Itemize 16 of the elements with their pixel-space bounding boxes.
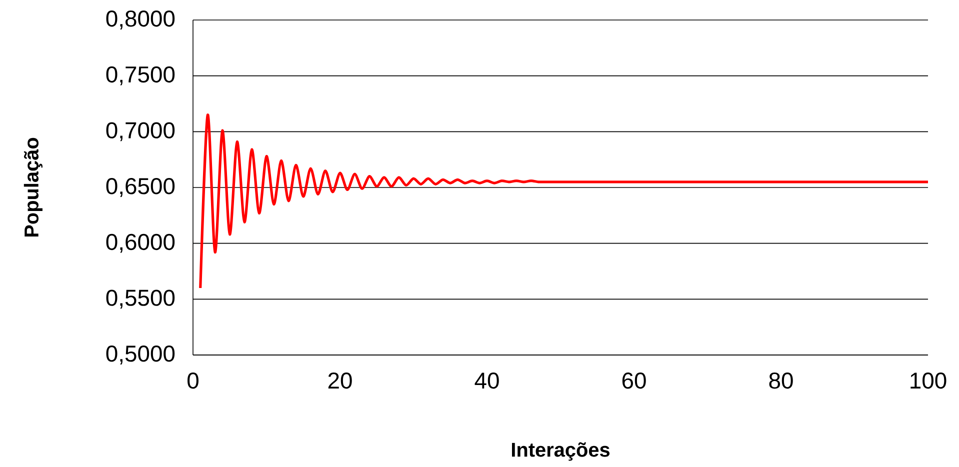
y-tick-label: 0,6500 — [106, 178, 175, 197]
y-tick-label: 0,8000 — [106, 10, 175, 30]
x-tick-label: 80 — [769, 372, 793, 389]
x-tick-label: 20 — [328, 372, 352, 389]
y-tick-label: 0,7000 — [106, 122, 175, 142]
x-tick-label: 40 — [474, 372, 499, 389]
x-tick-label: 60 — [622, 372, 646, 389]
y-tick-label: 0,7500 — [106, 66, 175, 86]
line-series — [199, 114, 928, 290]
y-tick-label: 0,6000 — [106, 234, 175, 253]
y-tick-label: 0,5000 — [106, 346, 175, 364]
x-tick-label: 0 — [188, 372, 198, 389]
y-tick-label: 0,5500 — [106, 290, 175, 309]
y-axis-title: População — [24, 138, 42, 237]
x-axis-title: Interações — [512, 442, 610, 461]
x-tick-label: 100 — [910, 372, 946, 389]
